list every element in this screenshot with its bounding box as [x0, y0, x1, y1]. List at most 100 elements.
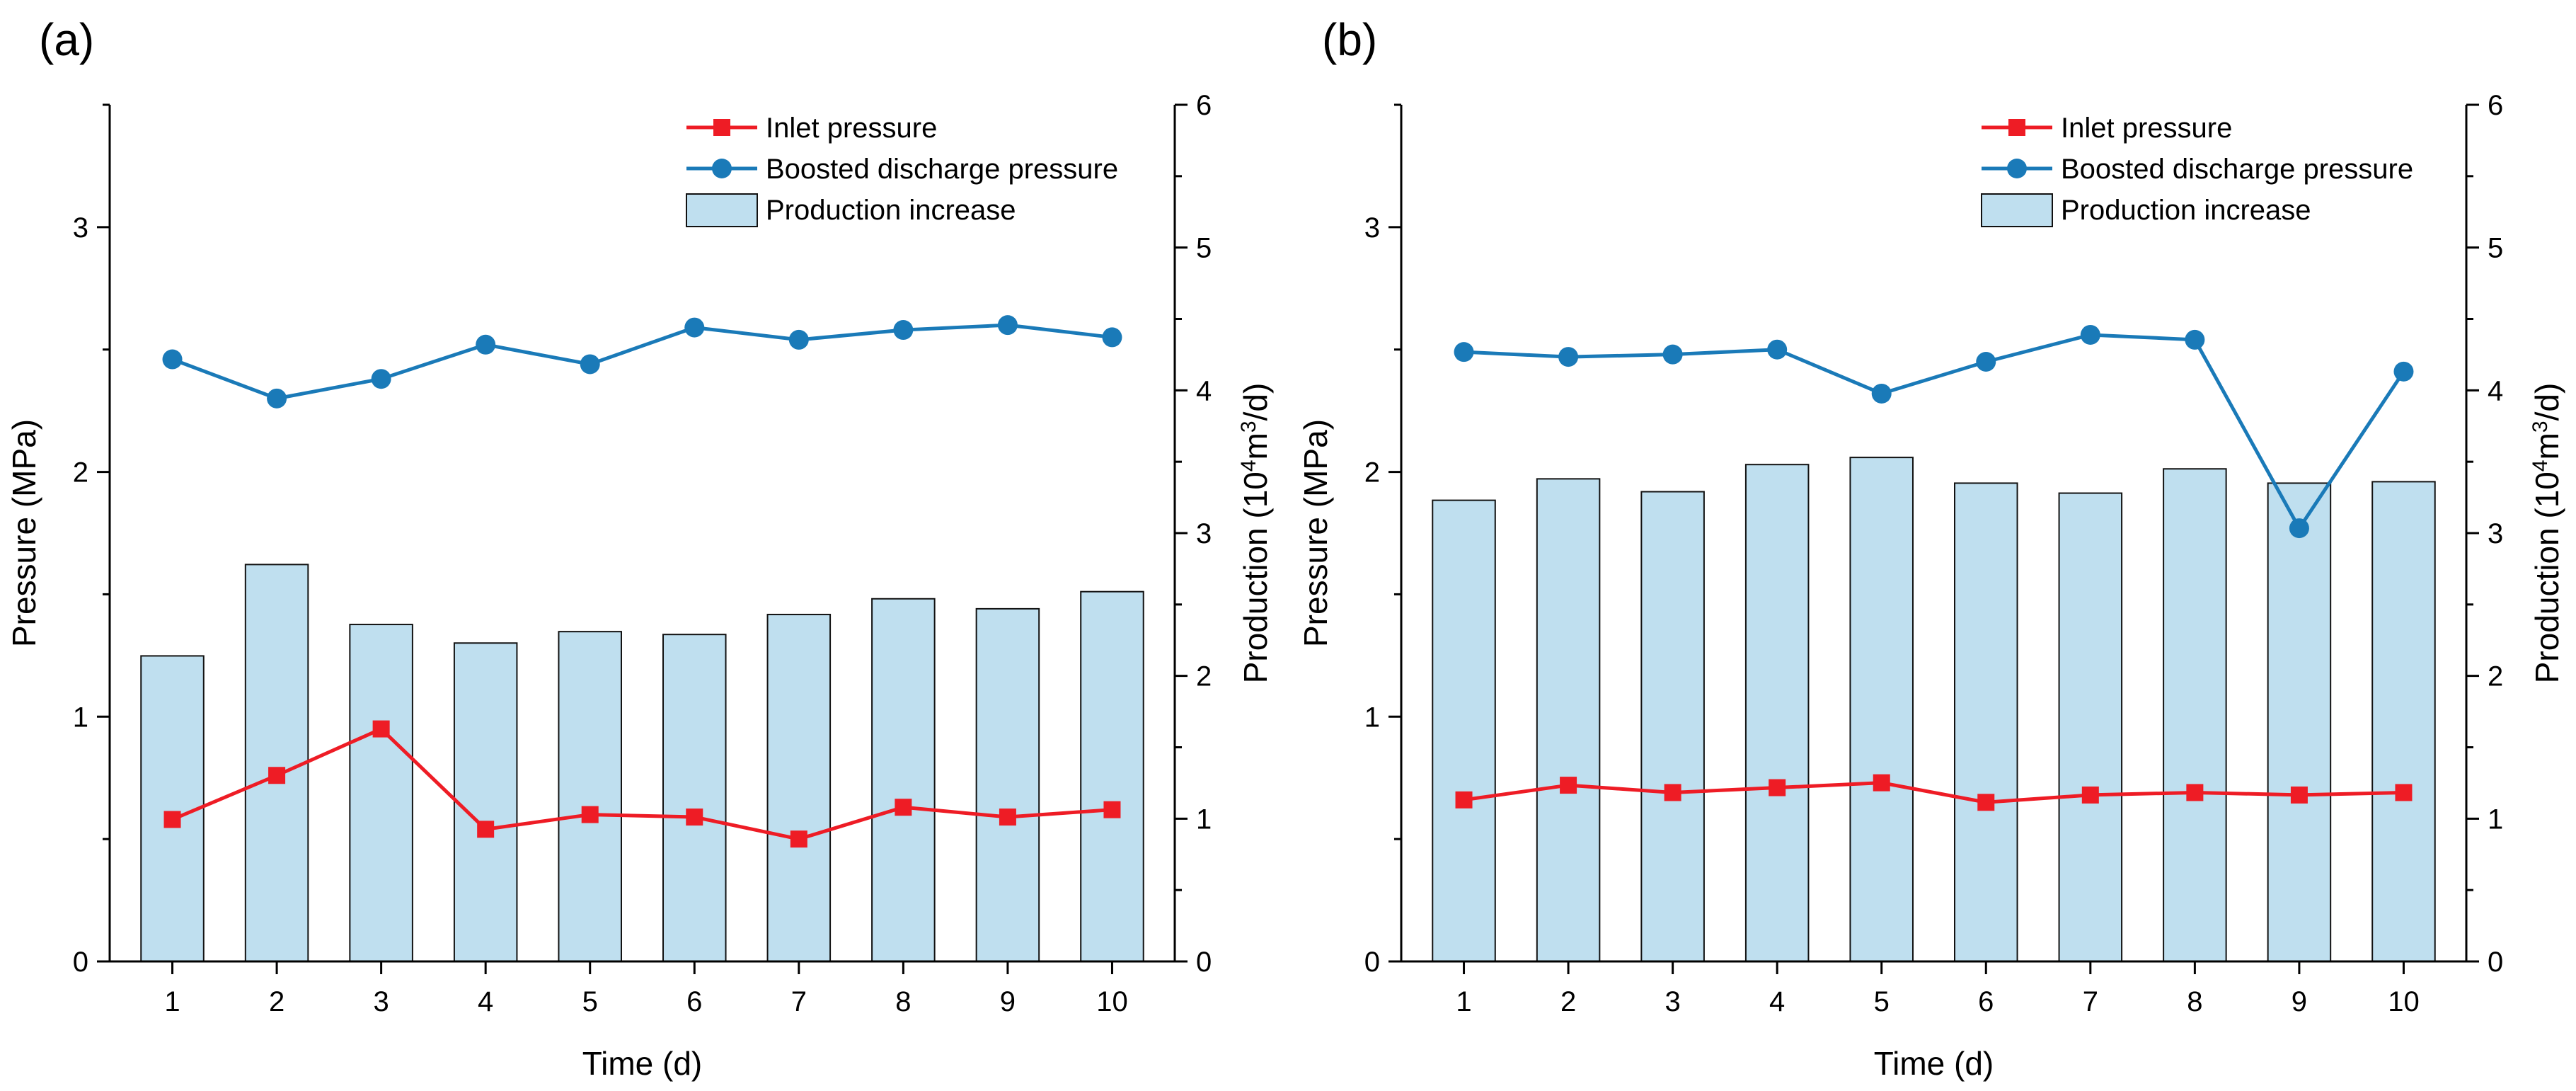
panel-a-right-tick-label: 1	[1196, 804, 1212, 835]
panel-b-inlet-point-7	[2081, 786, 2099, 804]
panel-b-bar-3	[1640, 491, 1705, 962]
panel-a-right-tick-label: 0	[1196, 947, 1212, 978]
panel-a-right-tick-label: 2	[1196, 661, 1212, 692]
panel-b-x-tick-label: 3	[1665, 986, 1681, 1017]
panel-b-bar-2	[1536, 478, 1601, 962]
panel-b-discharge-point-10	[2393, 361, 2414, 382]
panel-b-x-tick-label: 4	[1769, 986, 1785, 1017]
panel-a-left-axis-title: Pressure (MPa)	[6, 419, 42, 647]
panel-a-discharge-point-6	[684, 317, 705, 338]
panel-b-right-axis-title-part: 3	[2529, 421, 2552, 433]
panel-b-right-tick-label: 2	[2488, 661, 2503, 692]
panel-a-discharge-point-7	[788, 329, 809, 350]
panel-a-inlet-point-5	[581, 806, 599, 823]
panel-b-discharge-point-8	[2185, 329, 2205, 350]
panel-a-right-axis-title-part: 3	[1237, 421, 1260, 433]
panel-b-discharge-point-5	[1871, 383, 1892, 404]
panel-a-inlet-point-6	[686, 809, 703, 826]
panel-a-discharge-point-10	[1102, 327, 1122, 348]
panel-b-right-axis-title-part: 4	[2529, 459, 2552, 472]
panel-a-x-tick-label: 3	[374, 986, 389, 1017]
panel-b-bar-9	[2267, 482, 2332, 962]
panel-a-right-axis-title-part: m	[1237, 433, 1274, 459]
panel-a-discharge-point-2	[267, 388, 287, 409]
panel-b-chart: (b) 0 1 2 3 0 1 2 3 4 5 6 1 2 3 4 5 6 7 8 9 10 Time (d) Pressur…	[1297, 14, 2565, 1082]
panel-a-chart: (a) 0 1 2 3 0 1 2 3 4 5 6 1 2 3 4 5 6 7 8 9 10 Time (d) Pressur…	[6, 14, 1274, 1082]
panel-a-bar-6	[662, 634, 727, 963]
panel-a-inlet-point-8	[895, 799, 912, 816]
panel-b-inlet-point-2	[1560, 777, 1577, 794]
panel-b-right-axis-title-part: /d)	[2529, 383, 2565, 421]
panel-a-right-axis-title-part: /d)	[1237, 383, 1274, 421]
panel-b-inlet-point-4	[1769, 779, 1786, 796]
panel-a-legend-production-label: Production increase	[766, 195, 1016, 226]
panel-b-discharge-point-7	[2080, 324, 2100, 345]
panel-b-inlet-point-9	[2290, 786, 2308, 804]
panel-a-right-axis-title-part: Production (10	[1237, 472, 1274, 683]
panel-a-discharge-point-1	[162, 349, 183, 370]
panel-a-discharge-point-5	[580, 354, 600, 375]
panel-a-x-tick-label: 2	[269, 986, 284, 1017]
panel-a-inlet-point-10	[1103, 801, 1121, 818]
panel-b-inlet-point-1	[1455, 791, 1473, 809]
panel-b-inlet-point-5	[1873, 774, 1890, 792]
panel-a-left-tick-label: 2	[73, 457, 88, 489]
panel-a-legend-inlet-label: Inlet pressure	[766, 113, 937, 144]
panel-a-legend-discharge-marker	[712, 159, 732, 178]
panel-b-legend-inlet-label: Inlet pressure	[2061, 113, 2232, 144]
panel-a-right-tick-label: 3	[1196, 518, 1212, 549]
panel-a-x-tick-label: 4	[478, 986, 493, 1017]
panel-a-right-tick-label: 6	[1196, 90, 1212, 121]
panel-b-x-axis-title: Time (d)	[1874, 1045, 1994, 1082]
panel-b-inlet-point-3	[1664, 784, 1681, 801]
panel-b-bar-4	[1744, 464, 1810, 962]
panel-b-x-tick-label: 2	[1560, 986, 1576, 1017]
panel-b-discharge-point-1	[1454, 342, 1474, 362]
panel-b-right-tick-label: 4	[2488, 375, 2503, 406]
panel-a-right-axis-title: Production (104m3/d)	[1237, 383, 1275, 684]
panel-b-left-tick-label: 1	[1364, 702, 1380, 733]
panel-a-right-axis-title-part: 4	[1237, 459, 1260, 472]
panel-b-legend-production-label: Production increase	[2061, 195, 2311, 226]
panel-b-right-tick-label: 0	[2488, 947, 2503, 978]
panel-a-bar-10	[1080, 590, 1144, 962]
panel-b-legend-inlet-marker	[2008, 119, 2025, 136]
panel-a-x-tick-label: 8	[895, 986, 911, 1017]
panel-a-bar-2	[244, 564, 309, 962]
panel-a-bar-9	[975, 607, 1040, 963]
panel-b-left-tick-label: 2	[1364, 457, 1380, 489]
panel-b-bar-6	[1954, 482, 2018, 962]
panel-b-left-axis-title: Pressure (MPa)	[1297, 419, 1334, 647]
panel-b-right-axis-title-part: Production (10	[2529, 472, 2565, 683]
panel-a-discharge-point-9	[997, 315, 1018, 336]
panel-b-x-tick-label: 1	[1456, 986, 1471, 1017]
panel-a-right-tick-label: 4	[1196, 375, 1212, 406]
panel-a-left-tick-label: 0	[73, 947, 88, 978]
panel-b-right-tick-label: 6	[2488, 90, 2503, 121]
panel-b-discharge-point-9	[2289, 518, 2309, 539]
panel-b-inlet-point-10	[2395, 784, 2413, 801]
panel-b-panel-label: (b)	[1322, 14, 1377, 65]
panel-b-x-tick-label: 5	[1874, 986, 1890, 1017]
panel-a-x-tick-label: 10	[1096, 986, 1128, 1017]
panel-b-right-axis-title-part: m	[2529, 433, 2565, 459]
panel-b-bar-7	[2058, 492, 2123, 962]
panel-b-inlet-point-6	[1977, 794, 1995, 811]
panel-a-bar-5	[558, 631, 622, 963]
panel-a-inlet-point-9	[999, 809, 1016, 826]
panel-a-inlet-point-1	[163, 811, 181, 828]
panel-b-legend-discharge-marker	[2007, 159, 2027, 178]
panel-b-right-tick-label: 5	[2488, 233, 2503, 264]
panel-a-x-tick-label: 5	[582, 986, 598, 1017]
panel-b-bar-8	[2163, 468, 2227, 962]
panel-b-discharge-point-6	[1976, 352, 1996, 372]
panel-b-bar-1	[1432, 499, 1496, 962]
panel-b-right-axis-title: Production (104m3/d)	[2529, 383, 2566, 684]
panel-b-discharge-point-3	[1662, 344, 1683, 365]
panel-a-left-tick-label: 3	[73, 212, 88, 244]
panel-a-inlet-point-4	[477, 821, 495, 838]
panel-b-inlet-point-8	[2186, 784, 2204, 801]
panel-a-left-tick-label: 1	[73, 702, 88, 733]
panel-a-discharge-point-4	[476, 334, 496, 355]
panel-b-x-tick-label: 9	[2292, 986, 2307, 1017]
